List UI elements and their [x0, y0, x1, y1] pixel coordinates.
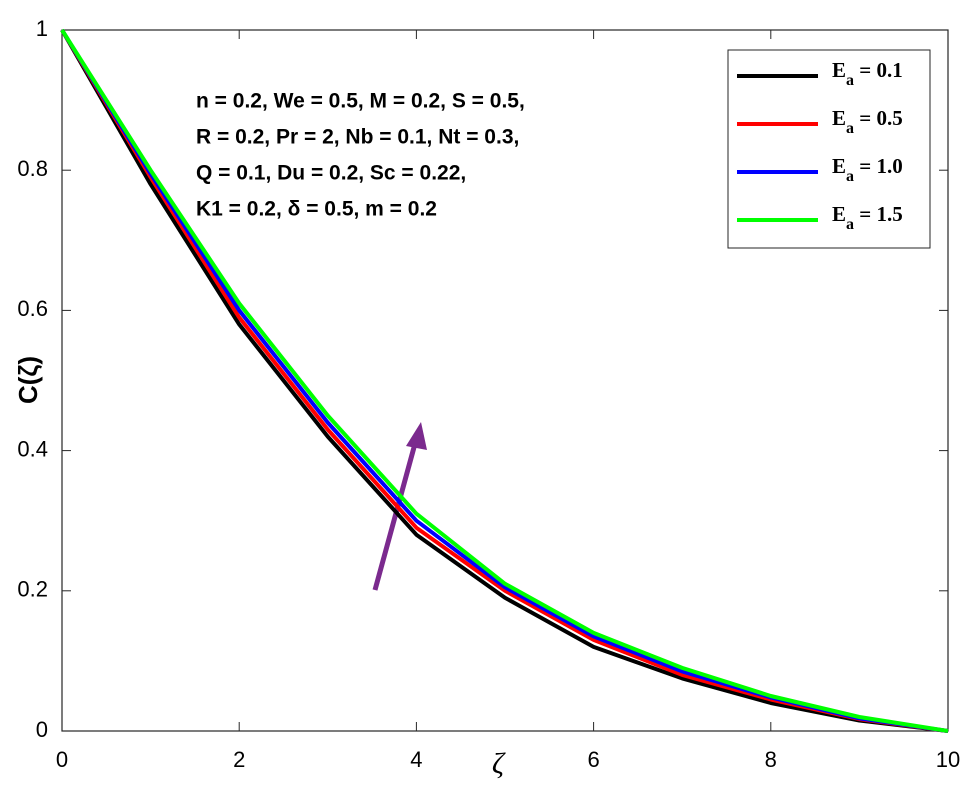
y-tick-label: 1 [36, 16, 48, 41]
legend-label: Ea = 1.5 [832, 202, 903, 233]
y-tick-label: 0.4 [17, 436, 48, 461]
annotation: K1 = 0.2, δ = 0.5, m = 0.2 [196, 198, 437, 221]
plot-frame [61, 29, 949, 732]
legend-label: Ea = 1.0 [832, 154, 903, 185]
line [60, 28, 949, 733]
x-tick-label: 10 [936, 747, 960, 772]
arrow [372, 422, 427, 591]
y-tick-label: 0.8 [17, 156, 48, 181]
y-tick-label: 0.6 [17, 296, 48, 321]
x-tick-label: 2 [233, 747, 245, 772]
annotation: R = 0.2, Pr = 2, Nb = 0.1, Nt = 0.3, [196, 126, 519, 149]
y-tick-label: 0 [36, 717, 48, 742]
y-axis-label: C(ζ) [13, 356, 43, 404]
legend-label: Ea = 0.1 [832, 58, 903, 89]
legend-label: Ea = 0.5 [832, 106, 903, 137]
x-tick-label: 8 [765, 747, 777, 772]
line [60, 29, 949, 733]
x-axis-label: ζ [492, 747, 506, 780]
x-tick-label: 4 [410, 747, 422, 772]
x-tick-label: 0 [56, 747, 68, 772]
annotation: n = 0.2, We = 0.5, M = 0.2, S = 0.5, [196, 90, 525, 113]
legend-box [727, 49, 931, 249]
x-tick-label: 6 [587, 747, 599, 772]
annotation: Q = 0.1, Du = 0.2, Sc = 0.22, [196, 162, 466, 185]
y-tick-label: 0.2 [17, 577, 48, 602]
